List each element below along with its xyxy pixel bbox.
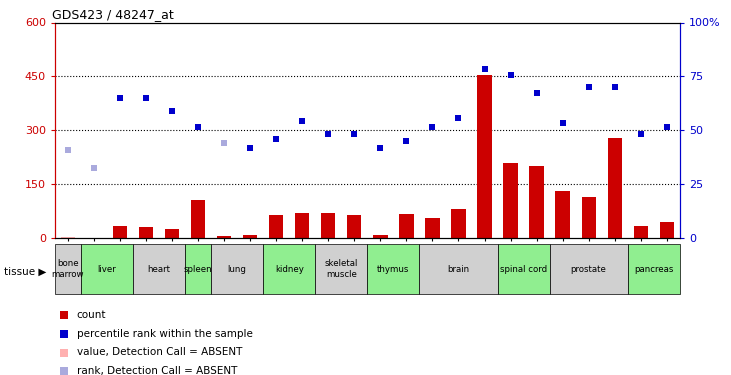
Bar — [477, 75, 492, 238]
Bar — [628, 244, 680, 294]
Bar — [211, 244, 263, 294]
Bar — [217, 236, 231, 238]
Bar — [269, 215, 284, 238]
Bar — [420, 244, 498, 294]
Bar — [133, 244, 185, 294]
Text: count: count — [77, 310, 106, 320]
Bar — [61, 237, 75, 238]
Bar — [191, 200, 205, 238]
Text: heart: heart — [148, 265, 170, 274]
Bar — [504, 163, 518, 238]
Bar — [607, 138, 622, 238]
Bar — [139, 227, 153, 238]
Bar — [113, 225, 127, 238]
Bar — [55, 244, 81, 294]
Text: prostate: prostate — [571, 265, 607, 274]
Text: bone
marrow: bone marrow — [52, 260, 84, 279]
Text: spinal cord: spinal cord — [500, 265, 547, 274]
Bar — [529, 166, 544, 238]
Bar — [550, 244, 628, 294]
Text: GDS423 / 48247_at: GDS423 / 48247_at — [52, 8, 173, 21]
Bar — [498, 244, 550, 294]
Bar — [243, 235, 257, 238]
Bar — [81, 244, 133, 294]
Text: liver: liver — [97, 265, 116, 274]
Bar — [556, 191, 569, 238]
Bar — [582, 197, 596, 238]
Text: lung: lung — [227, 265, 246, 274]
Text: pancreas: pancreas — [634, 265, 673, 274]
Bar — [374, 235, 387, 238]
Text: brain: brain — [447, 265, 469, 274]
Text: skeletal
muscle: skeletal muscle — [325, 260, 358, 279]
Text: kidney: kidney — [275, 265, 303, 274]
Bar — [399, 214, 414, 238]
Text: tissue ▶: tissue ▶ — [4, 267, 46, 277]
Bar — [367, 244, 420, 294]
Bar — [347, 215, 361, 238]
Text: thymus: thymus — [377, 265, 409, 274]
Bar — [263, 244, 315, 294]
Text: rank, Detection Call = ABSENT: rank, Detection Call = ABSENT — [77, 366, 237, 375]
Text: percentile rank within the sample: percentile rank within the sample — [77, 329, 253, 339]
Bar — [659, 222, 674, 238]
Bar — [321, 213, 336, 238]
Bar — [185, 244, 211, 294]
Bar — [425, 218, 439, 238]
Bar — [315, 244, 367, 294]
Bar — [451, 209, 466, 238]
Bar — [634, 225, 648, 238]
Bar — [295, 213, 309, 238]
Bar — [165, 229, 179, 238]
Text: spleen: spleen — [183, 265, 213, 274]
Text: value, Detection Call = ABSENT: value, Detection Call = ABSENT — [77, 348, 242, 357]
